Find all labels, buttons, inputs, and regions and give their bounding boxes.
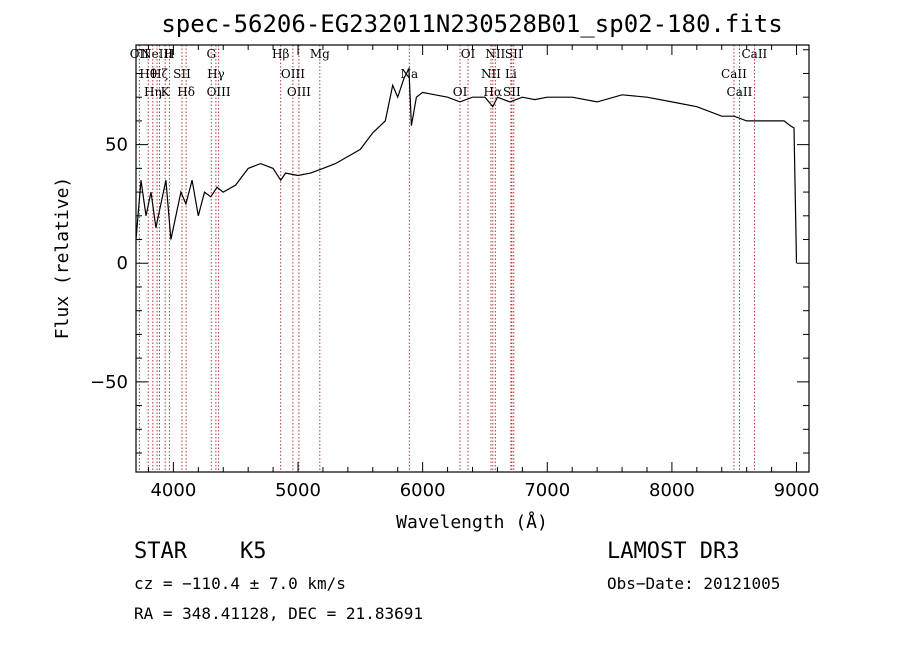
y-axis-label: Flux (relative) [52,177,73,340]
x-tick-label: 9000 [774,480,820,501]
line-label: CaII [741,47,767,61]
line-label: G [206,47,216,61]
line-label: SII [505,47,523,61]
coordinates: RA = 348.41128, DEC = 21.83691 [134,604,423,623]
redshift-readout: cz = −110.4 ± 7.0 km/s [134,574,346,593]
line-label: H [164,47,174,61]
x-tick-label: 6000 [400,480,446,501]
line-label: NII [485,47,505,61]
line-label: Hθ [139,67,157,81]
line-label: SII [503,85,521,99]
line-label: OI [461,47,476,61]
line-label: Hδ [177,85,195,99]
y-tick-label: −50 [90,372,128,393]
line-label: OI [453,85,468,99]
line-label: Hη [144,85,162,99]
line-label: OIII [207,85,231,99]
object-class: STAR [134,539,187,564]
line-label: OIII [287,85,311,99]
line-label: OIII [281,67,305,81]
line-label: CaII [727,85,753,99]
line-label: OII [130,47,150,61]
x-axis-label: Wavelength (Å) [396,511,548,533]
line-label: Hγ [207,67,225,81]
emission-line-markers [138,45,755,472]
line-label: NII [481,67,501,81]
obs-date: Obs−Date: 20121005 [607,574,781,593]
line-label: NeIII [141,47,173,61]
chart-title: spec-56206-EG232011N230528B01_sp02-180.f… [161,10,782,38]
spectrum-series-line [135,66,798,264]
x-tick-label: 5000 [275,480,321,501]
line-label: CaII [721,67,747,81]
emission-line-labels: OII Hθ Hη NeIII Hζ K H SII Hδ G Hγ OIII Hβ OIII OIII Mg… [130,47,768,99]
line-label: Hβ [272,47,289,61]
survey-label: LAMOST DR3 [607,539,740,564]
line-label: Hα [484,85,503,99]
y-tick-label: 50 [105,135,128,156]
line-label: Li [505,67,517,81]
plot-frame [135,44,810,473]
x-tick-label: 7000 [524,480,570,501]
x-axis-ticks: 4000 5000 6000 7000 8000 9000 [147,45,820,501]
line-label: SII [173,67,191,81]
line-label: Hζ [151,67,168,81]
y-tick-label: 0 [117,253,128,274]
object-subclass: K5 [240,539,267,564]
line-label: K [161,85,171,99]
x-tick-label: 4000 [150,480,196,501]
line-label: Mg [310,47,330,61]
x-tick-label: 8000 [649,480,695,501]
y-axis-ticks: −50 0 50 [90,49,809,454]
